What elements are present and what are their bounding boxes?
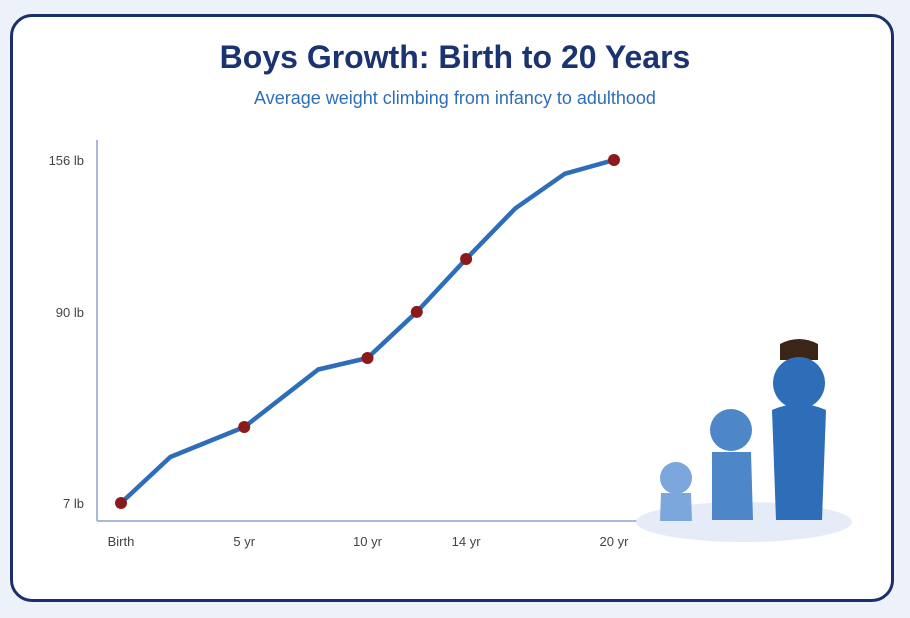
data-point-marker	[115, 497, 127, 509]
adult-figure	[772, 339, 826, 520]
hair-shape	[780, 339, 818, 360]
y-tick-label: 7 lb	[63, 496, 84, 511]
x-tick-label: Birth	[108, 534, 135, 549]
series-group	[118, 157, 617, 506]
data-point-marker	[238, 421, 251, 434]
data-point-marker	[460, 252, 473, 265]
chart-axes	[96, 140, 640, 522]
x-tick-label: 20 yr	[600, 534, 630, 549]
x-tick-label: 10 yr	[353, 534, 383, 549]
marker-group	[115, 154, 620, 509]
data-point-marker	[608, 154, 620, 166]
x-tick-label: 5 yr	[233, 534, 255, 549]
chart-title: Boys Growth: Birth to 20 Years	[219, 39, 691, 75]
y-tick-label: 90 lb	[56, 305, 84, 320]
infant-figure	[660, 462, 692, 521]
growth-figures-illustration	[636, 339, 852, 542]
child-figure	[710, 409, 753, 520]
series-line	[118, 157, 617, 506]
y-tick-label: 156 lb	[49, 153, 84, 168]
data-point-marker	[361, 351, 374, 364]
data-point-marker	[410, 305, 423, 318]
chart-subtitle: Average weight climbing from infancy to …	[254, 88, 656, 108]
axis-ticks: 7 lb 90 lb 156 lb Birth 5 yr 10 yr 14 yr 20 yr	[49, 153, 630, 549]
x-tick-label: 14 yr	[452, 534, 482, 549]
